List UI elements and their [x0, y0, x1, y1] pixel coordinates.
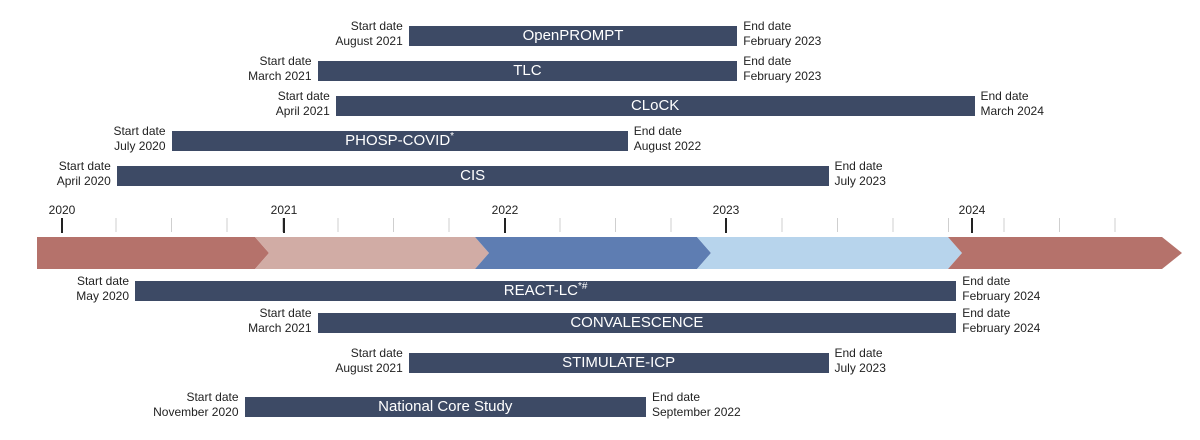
study-convalescence-name: CONVALESCENCE [570, 314, 704, 331]
study-react-lc-end-date-label: End date February 2024 [962, 274, 1040, 304]
study-react-lc-start-date-label: Start date May 2020 [76, 274, 129, 304]
study-openprompt-end-date-caption: End date [743, 19, 792, 33]
study-stimulate-icp-bar: STIMULATE-ICP [408, 353, 829, 373]
study-national-core-study-end-date-label: End date September 2022 [652, 390, 741, 420]
study-clock-name: CLoCK [630, 97, 680, 114]
study-convalescence-bar: CONVALESCENCE [317, 313, 957, 333]
study-national-core-study-start-date-value: November 2020 [153, 405, 239, 419]
study-openprompt-end-date-label: End date February 2023 [743, 19, 821, 49]
study-react-lc-bar: REACT-LC*# [135, 281, 957, 301]
year-label-2024: 2024 [959, 203, 986, 217]
study-react-lc-footnote-mark: *# [577, 281, 588, 292]
year-label-2021: 2021 [271, 203, 298, 217]
study-national-core-study-end-date-caption: End date [652, 390, 701, 404]
study-clock-start-date-caption: Start date [277, 89, 330, 103]
study-phosp-covid-end-date-label: End date August 2022 [634, 124, 701, 154]
study-cis-end-date-caption: End date [834, 159, 883, 173]
year-label-2023: 2023 [713, 203, 740, 217]
year-label-2022: 2022 [492, 203, 519, 217]
study-react-lc-start-date-value: May 2020 [76, 289, 129, 303]
study-phosp-covid-end-date-value: August 2022 [633, 139, 702, 153]
study-cis-bar: CIS [116, 166, 829, 186]
study-tlc-start-date-caption: Start date [259, 54, 312, 68]
study-clock-end-date-label: End date March 2024 [981, 89, 1044, 119]
study-react-lc-end-date-value: February 2024 [962, 289, 1041, 303]
study-stimulate-icp-end-date-label: End date July 2023 [835, 346, 886, 376]
timeline-segment-2 [255, 237, 489, 269]
timeline-segment-3 [475, 237, 711, 269]
timeline-segment-5 [948, 237, 1182, 269]
study-openprompt-start-date-value: August 2021 [335, 34, 403, 48]
study-react-lc-name: REACT-LC [503, 282, 578, 299]
study-stimulate-icp-name: STIMULATE-ICP [562, 354, 676, 371]
study-react-lc-end-date-caption: End date [962, 274, 1011, 288]
study-phosp-covid-start-date-caption: Start date [113, 124, 166, 138]
study-convalescence-end-date-value: February 2024 [962, 321, 1041, 335]
study-cis-end-date-label: End date July 2023 [835, 159, 886, 189]
study-stimulate-icp-end-date-caption: End date [834, 346, 883, 360]
study-react-lc-start-date-caption: Start date [76, 274, 129, 288]
study-convalescence-end-date-caption: End date [962, 306, 1011, 320]
study-tlc-start-date-value: March 2021 [248, 69, 312, 83]
study-openprompt-start-date-label: Start date August 2021 [335, 19, 402, 49]
study-convalescence-end-date-label: End date February 2024 [962, 306, 1040, 336]
study-national-core-study-start-date-label: Start date November 2020 [153, 390, 238, 420]
study-openprompt-start-date-caption: Start date [350, 19, 403, 33]
study-clock-end-date-value: March 2024 [980, 104, 1044, 118]
timeline-segment-4 [697, 237, 962, 269]
study-openprompt-bar: OpenPROMPT [408, 26, 738, 46]
study-phosp-covid-start-date-label: Start date July 2020 [113, 124, 165, 154]
study-cis-start-date-caption: Start date [58, 159, 111, 173]
study-clock-end-date-caption: End date [980, 89, 1029, 103]
study-national-core-study-start-date-caption: Start date [186, 390, 239, 404]
study-national-core-study-bar: National Core Study [244, 397, 646, 417]
study-stimulate-icp-end-date-value: July 2023 [834, 361, 886, 375]
study-clock-start-date-value: April 2021 [275, 104, 330, 118]
study-stimulate-icp-start-date-caption: Start date [350, 346, 403, 360]
study-phosp-covid-footnote-mark: * [450, 131, 455, 142]
study-national-core-study-name: National Core Study [378, 398, 513, 415]
study-tlc-end-date-label: End date February 2023 [743, 54, 821, 84]
study-tlc-start-date-label: Start date March 2021 [248, 54, 311, 84]
study-phosp-covid-bar: PHOSP-COVID* [171, 131, 628, 151]
study-tlc-name: TLC [513, 62, 542, 79]
study-phosp-covid-start-date-value: July 2020 [114, 139, 166, 153]
study-clock-start-date-label: Start date April 2021 [276, 89, 330, 119]
study-convalescence-start-date-value: March 2021 [248, 321, 312, 335]
study-cis-start-date-label: Start date April 2020 [57, 159, 111, 189]
timeline-segment-1 [37, 237, 269, 269]
study-convalescence-start-date-label: Start date March 2021 [248, 306, 311, 336]
study-stimulate-icp-start-date-value: August 2021 [335, 361, 403, 375]
study-openprompt-name: OpenPROMPT [522, 27, 624, 44]
study-tlc-end-date-caption: End date [743, 54, 792, 68]
study-clock-bar: CLoCK [335, 96, 975, 116]
study-openprompt-end-date-value: February 2023 [743, 34, 822, 48]
study-phosp-covid-name: PHOSP-COVID [345, 132, 451, 149]
study-tlc-end-date-value: February 2023 [743, 69, 822, 83]
year-label-2020: 2020 [49, 203, 76, 217]
study-stimulate-icp-start-date-label: Start date August 2021 [335, 346, 402, 376]
study-convalescence-start-date-caption: Start date [259, 306, 312, 320]
study-cis-start-date-value: April 2020 [56, 174, 111, 188]
study-cis-name: CIS [460, 167, 486, 184]
study-national-core-study-end-date-value: September 2022 [652, 405, 741, 419]
study-tlc-bar: TLC [317, 61, 738, 81]
study-cis-end-date-value: July 2023 [834, 174, 886, 188]
study-phosp-covid-end-date-caption: End date [633, 124, 682, 138]
